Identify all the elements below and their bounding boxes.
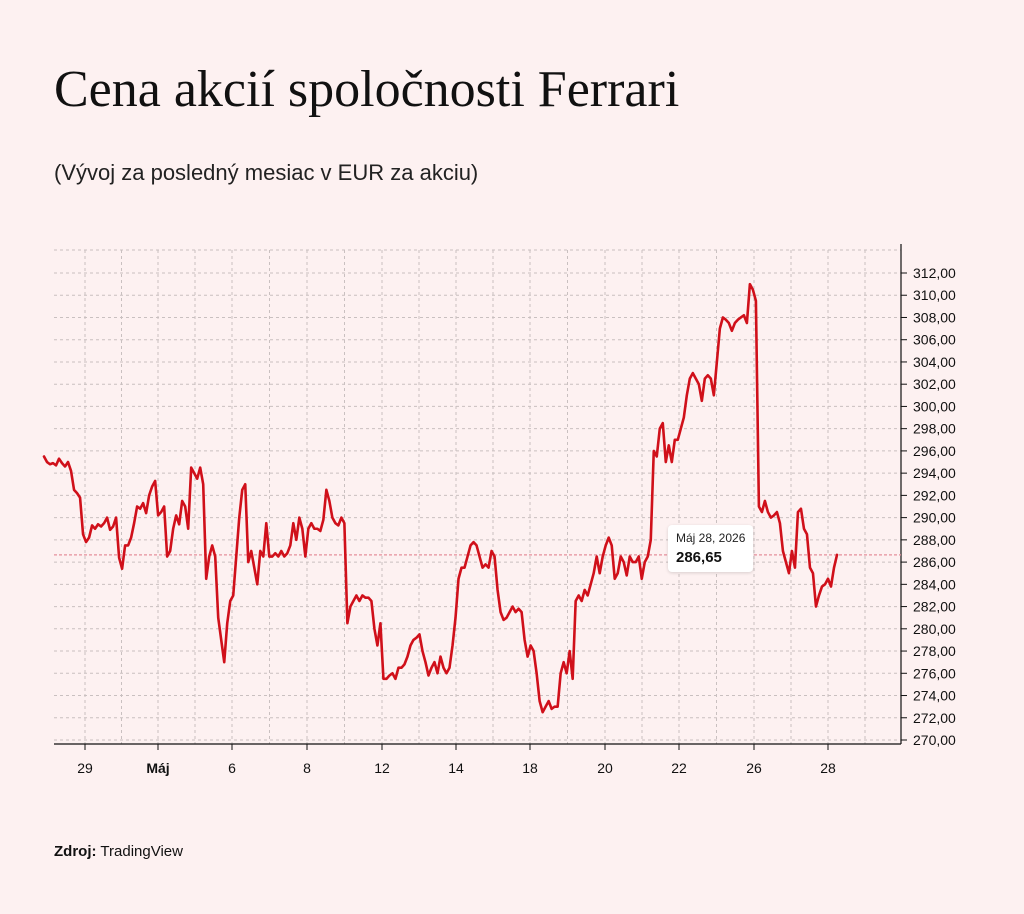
price-tooltip: Máj 28, 2026 286,65 [668, 525, 754, 572]
tooltip-value: 286,65 [676, 549, 722, 566]
y-tick-label: 296,00 [913, 443, 956, 459]
y-tick-label: 298,00 [913, 421, 956, 437]
source-note: Zdroj: TradingView [54, 843, 183, 860]
axes [54, 244, 907, 750]
y-tick-label: 270,00 [913, 732, 956, 748]
y-tick-label: 278,00 [913, 643, 956, 659]
y-tick-label: 304,00 [913, 354, 956, 370]
grid [54, 249, 901, 744]
y-axis-labels: 270,00 272,00 274,00 276,00 278,00 280,00 282,… [913, 265, 956, 748]
y-tick-label: 312,00 [913, 265, 956, 281]
y-tick-label: 300,00 [913, 398, 956, 414]
y-tick-label: 294,00 [913, 465, 956, 481]
x-tick-label: 29 [77, 760, 93, 776]
y-tick-label: 276,00 [913, 665, 956, 681]
y-tick-label: 282,00 [913, 599, 956, 615]
y-tick-label: 286,00 [913, 554, 956, 570]
x-tick-label: 14 [448, 760, 464, 776]
y-tick-label: 274,00 [913, 688, 956, 704]
x-tick-label: Máj [146, 760, 169, 776]
y-tick-label: 308,00 [913, 309, 956, 325]
y-tick-label: 284,00 [913, 576, 956, 592]
x-tick-label: 6 [228, 760, 236, 776]
tooltip-date: Máj 28, 2026 [676, 531, 746, 545]
chart-subtitle: (Vývoj za posledný mesiac v EUR za akciu… [54, 160, 479, 185]
x-tick-label: 26 [746, 760, 762, 776]
series-line [42, 282, 839, 714]
y-tick-label: 292,00 [913, 487, 956, 503]
y-tick-label: 272,00 [913, 710, 956, 726]
x-axis-labels: 29 Máj 6 8 12 14 18 20 22 26 28 [77, 760, 836, 776]
x-tick-label: 28 [820, 760, 836, 776]
x-tick-label: 12 [374, 760, 390, 776]
x-tick-label: 20 [597, 760, 613, 776]
x-tick-label: 22 [671, 760, 687, 776]
x-tick-label: 8 [303, 760, 311, 776]
y-tick-label: 306,00 [913, 332, 956, 348]
y-tick-label: 288,00 [913, 532, 956, 548]
y-tick-label: 290,00 [913, 510, 956, 526]
y-tick-label: 310,00 [913, 287, 956, 303]
x-tick-label: 18 [522, 760, 538, 776]
y-tick-label: 280,00 [913, 621, 956, 637]
chart-title: Cena akcií spoločnosti Ferrari [54, 61, 680, 118]
series-layer [42, 282, 839, 714]
source-value: TradingView [100, 843, 183, 860]
y-tick-label: 302,00 [913, 376, 956, 392]
source-label: Zdroj: [54, 843, 97, 860]
